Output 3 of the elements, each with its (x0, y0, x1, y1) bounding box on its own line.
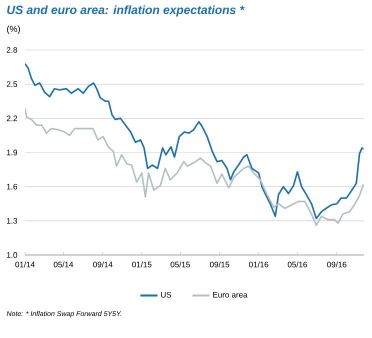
line-series (25, 62, 364, 220)
y-axis-title: (%) (7, 25, 20, 34)
chart-title: US and euro area: inflation expectations * (7, 5, 245, 16)
